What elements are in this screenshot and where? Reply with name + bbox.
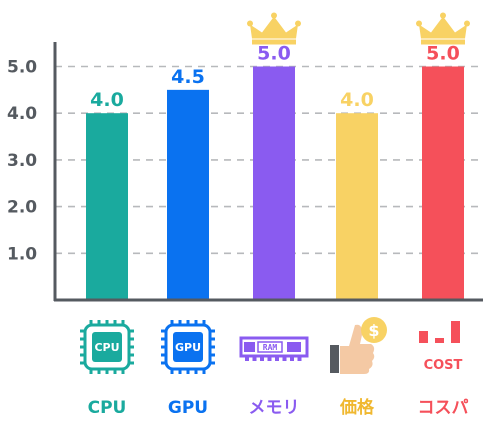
category-label: 価格 [339,397,375,418]
category-label: CPU [88,398,127,418]
value-label: 4.0 [340,89,374,111]
svg-text:COST: COST [424,358,463,373]
value-label: 5.0 [257,43,291,65]
bar-4 [336,113,378,300]
y-tick-label: 3.0 [7,151,37,171]
y-tick-label: 5.0 [7,58,37,78]
crown-icon [247,12,301,45]
category-label: コスパ [418,398,469,418]
bar-5 [422,66,464,300]
category-label: メモリ [249,398,300,418]
svg-text:CPU: CPU [94,341,119,354]
crown-icon [416,12,470,45]
svg-text:$: $ [368,321,379,340]
bar-3 [253,66,295,300]
y-tick-label: 4.0 [7,104,37,124]
svg-text:GPU: GPU [175,341,201,354]
bar-2 [167,89,209,300]
cost-bars-icon: COST [419,321,463,373]
gpu-chip-icon: GPU [161,320,215,374]
y-axis-ticks: 1.0 2.0 3.0 4.0 5.0 [7,58,37,265]
y-tick-label: 1.0 [7,244,37,264]
bar-1 [86,113,128,300]
cpu-chip-icon: CPU [80,320,134,374]
category-icons: CPU GPU RAM $ COST [80,317,463,374]
bars: 4.0 4.5 5.0 4.0 5.0 [86,12,470,300]
value-label: 4.0 [90,89,124,111]
y-tick-label: 2.0 [7,198,37,218]
ram-module-icon: RAM [239,336,309,361]
category-labels: CPU GPU メモリ 価格 コスパ [88,397,469,418]
svg-text:RAM: RAM [263,343,278,352]
category-label: GPU [168,398,208,418]
price-thumbs-up-coin-icon: $ [330,317,387,374]
value-label: 5.0 [426,43,460,65]
value-label: 4.5 [171,66,205,88]
